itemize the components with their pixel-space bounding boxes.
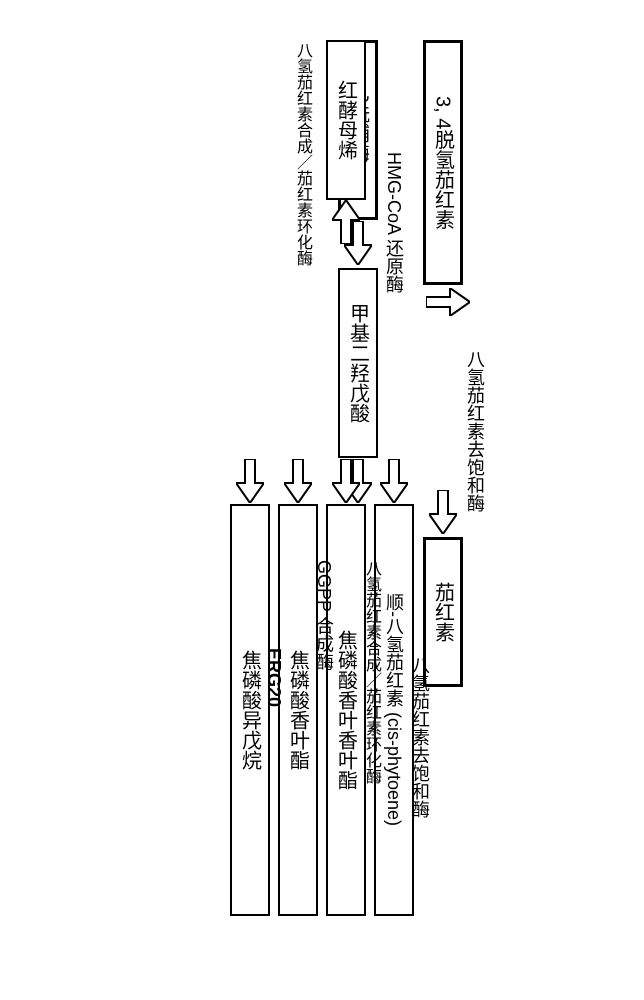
node-label: 甲基二羟戊酸 [344,303,373,423]
node-label: 焦磷酸异戊烷 [236,650,265,770]
edge-label-ggpp-synthase: GGPP 合成酶 [311,560,337,671]
edge-label-hmg-coa: HMG-CoA 还原酶 [381,152,407,293]
node-label: 茄红素 [429,582,458,642]
edge-label-phytoene-synth-cyc-2: 八氢茄红素合成／茄红素环化酶 [290,42,314,266]
node-label: 红酵母烯 [332,80,361,160]
node-label: 3, 4脱氢茄红素 [429,96,458,229]
arrow-down-icon [332,459,360,503]
edge-label-phytoene-desat-2: 八氢茄红素去饱和酶 [462,350,488,512]
node-label: 焦磷酸香叶酯 [284,650,313,770]
arrow-right-icon [426,288,470,316]
node-label: 顺-八氢茄红素 (cis-phytoene) [381,593,407,826]
arrow-down-icon [284,459,312,503]
edge-label-phytoene-desat-1: 八氢茄红素去饱和酶 [407,656,433,818]
arrow-up-icon [332,200,360,244]
node-mevalonate: 甲基二羟戊酸 [338,268,378,458]
edge-label-phytoene-synth-cyc: 八氢茄红素合成／茄红素环化酶 [359,560,383,784]
node-dehydrolycopene: 3, 4脱氢茄红素 [423,40,463,285]
node-torulene: 红酵母烯 [326,40,366,200]
edge-label-erg20: ERG20 [263,648,284,707]
arrow-down-icon [236,459,264,503]
node-ipp: 焦磷酸异戊烷 [230,504,270,916]
arrow-down-icon [429,490,457,534]
arrow-down-icon [380,459,408,503]
